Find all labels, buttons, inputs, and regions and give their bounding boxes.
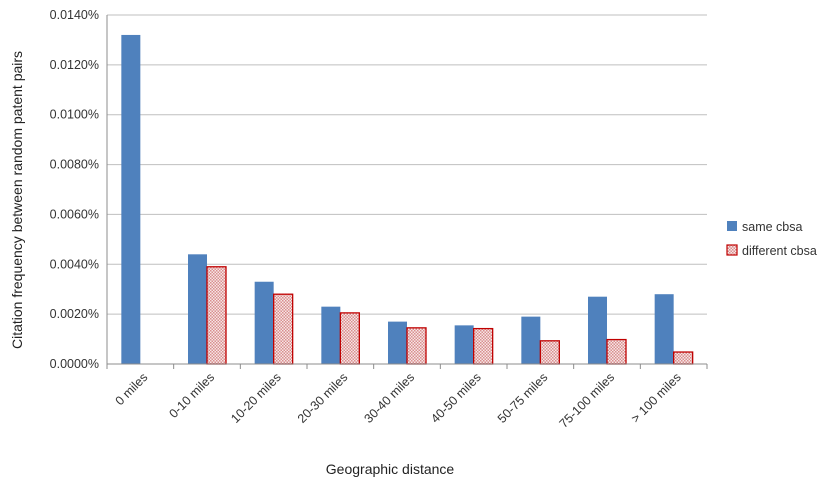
bar-same-cbsa xyxy=(588,296,607,364)
bar-same-cbsa xyxy=(254,281,274,364)
x-tick-label: > 100 miles xyxy=(628,370,683,425)
legend-swatch-same-cbsa xyxy=(727,221,737,231)
x-axis-title: Geographic distance xyxy=(326,461,455,477)
axes xyxy=(106,15,708,369)
legend-label-different-cbsa: different cbsa xyxy=(742,244,817,258)
bar-same-cbsa xyxy=(521,316,541,364)
y-axis-title: Citation frequency between random patent… xyxy=(9,51,25,349)
x-tick-label: 0 miles xyxy=(113,370,151,408)
bar-different-cbsa xyxy=(606,338,627,365)
bar-different-cbsa xyxy=(339,312,360,365)
bar-same-cbsa xyxy=(388,321,407,364)
y-tick-labels: 0.0000% 0.0020% 0.0040% 0.0060% 0.0080% 0.010… xyxy=(50,8,99,371)
y-tick-label: 0.0000% xyxy=(50,357,99,371)
legend: same cbsa different cbsa xyxy=(726,220,817,258)
bar-different-cbsa xyxy=(673,351,694,365)
y-tick-label: 0.0060% xyxy=(50,207,99,221)
bar-same-cbsa xyxy=(121,34,141,364)
y-tick-label: 0.0100% xyxy=(50,108,99,122)
bar-same-cbsa xyxy=(454,325,474,364)
x-tick-label: 40-50 miles xyxy=(428,370,484,426)
y-tick-label: 0.0140% xyxy=(50,8,99,22)
x-tick-label: 10-20 miles xyxy=(228,370,284,426)
y-tick-label: 0.0080% xyxy=(50,158,99,172)
x-tick-label: 75-100 miles xyxy=(557,370,618,431)
y-tick-label: 0.0040% xyxy=(50,257,99,271)
x-tick-labels: 0 miles 0-10 miles 10-20 miles 20-30 miles 3… xyxy=(113,370,684,431)
y-tick-label: 0.0120% xyxy=(50,58,99,72)
x-tick-label: 20-30 miles xyxy=(295,370,351,426)
x-tick-label: 50-75 miles xyxy=(495,370,551,426)
legend-label-same-cbsa: same cbsa xyxy=(742,220,802,234)
x-tick-label: 30-40 miles xyxy=(362,370,418,426)
bar-different-cbsa xyxy=(206,266,227,365)
bar-different-cbsa xyxy=(273,293,294,365)
bar-different-cbsa xyxy=(473,327,494,365)
bars xyxy=(121,34,694,365)
legend-swatch-different-cbsa xyxy=(726,244,738,256)
bar-different-cbsa xyxy=(539,340,560,365)
x-tick-label: 0-10 miles xyxy=(166,370,217,421)
bar-same-cbsa xyxy=(654,294,674,364)
bar-same-cbsa xyxy=(188,254,207,364)
y-tick-label: 0.0020% xyxy=(50,307,99,321)
bar-different-cbsa xyxy=(406,327,427,365)
bar-same-cbsa xyxy=(321,306,341,364)
